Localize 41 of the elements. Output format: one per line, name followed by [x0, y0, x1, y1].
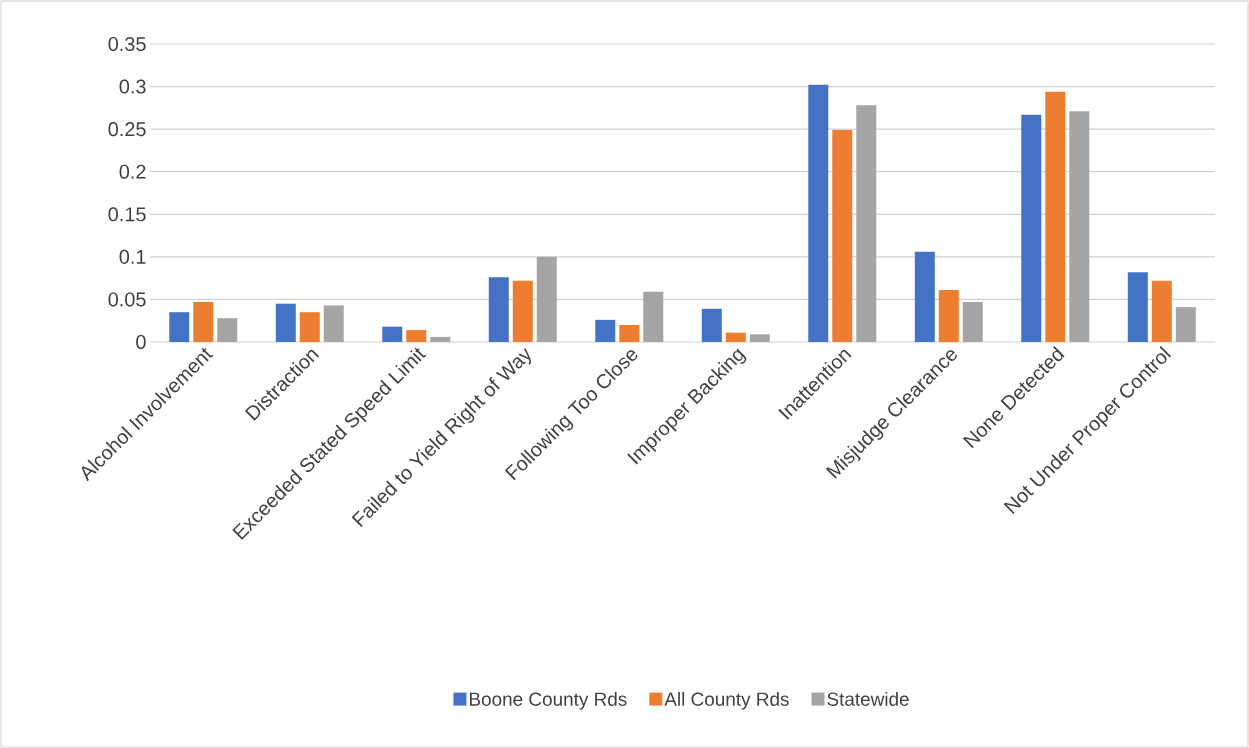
y-tick-label: 0.35 — [108, 36, 146, 52]
bar — [323, 305, 344, 342]
y-tick-label: 0.25 — [108, 122, 146, 137]
bar — [1151, 280, 1172, 342]
bar — [536, 256, 557, 342]
y-tick-label: 0.05 — [108, 292, 146, 307]
bar — [832, 129, 853, 342]
bar — [856, 105, 877, 342]
bar — [914, 251, 935, 342]
bar — [619, 324, 640, 342]
bar — [1127, 272, 1148, 342]
bar — [217, 318, 238, 342]
y-tick-label: 0.2 — [119, 164, 146, 179]
bar — [382, 326, 403, 342]
bar — [725, 332, 746, 342]
bar — [1175, 307, 1196, 342]
bar — [406, 330, 427, 342]
y-tick-label: 0.1 — [119, 249, 146, 264]
bar — [512, 280, 533, 342]
y-tick-label: 0.15 — [108, 207, 146, 222]
bar — [488, 277, 509, 342]
legend-label: Boone County Rds — [469, 691, 627, 710]
y-tick-label: 0.3 — [119, 79, 146, 94]
bar — [1069, 111, 1090, 342]
bar — [749, 334, 770, 342]
bar — [193, 301, 214, 342]
bar — [643, 291, 664, 342]
bar — [1021, 114, 1042, 342]
y-tick-label: 0 — [136, 334, 146, 350]
bar — [430, 336, 451, 342]
bar — [808, 84, 829, 342]
bar — [962, 301, 983, 342]
legend-label: All County Rds — [664, 691, 789, 710]
bar — [938, 290, 959, 342]
legend-label: Statewide — [827, 691, 909, 706]
bar — [701, 308, 722, 342]
bar — [275, 303, 296, 342]
bar — [1045, 91, 1066, 342]
bar — [299, 312, 320, 342]
bar — [169, 312, 190, 342]
bar — [595, 319, 616, 342]
